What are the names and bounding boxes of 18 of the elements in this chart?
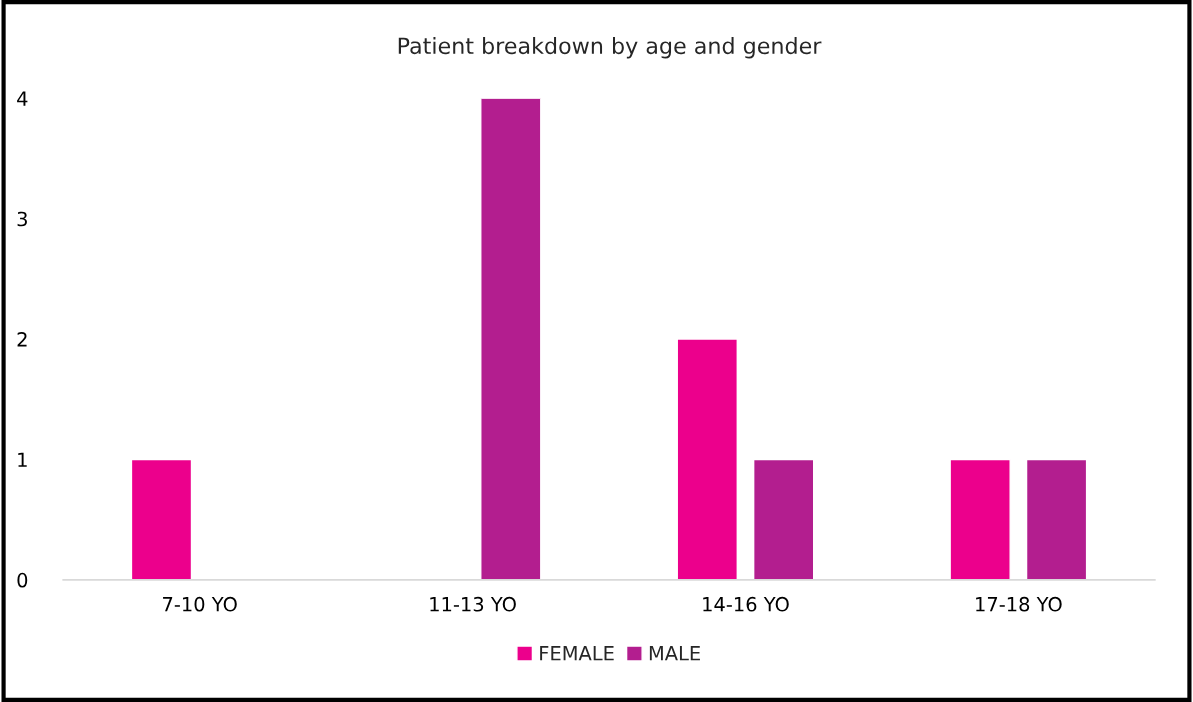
bar	[480, 98, 542, 580]
y-tick-label: 2	[17, 332, 27, 347]
bar	[949, 458, 1011, 580]
y-tick-label: 3	[17, 211, 27, 227]
bar	[676, 338, 738, 580]
x-tick-label: 17-18 YO	[976, 596, 1062, 612]
bar	[752, 458, 815, 580]
y-tick-label: 4	[17, 91, 28, 106]
legend-label: MALE	[649, 646, 700, 661]
y-tick-label: 0	[17, 572, 28, 588]
x-tick-label: 14-16 YO	[703, 596, 789, 612]
bar	[1025, 458, 1088, 580]
chart-title: Patient breakdown by age and gender	[398, 36, 822, 59]
legend-label: FEMALE	[540, 646, 614, 661]
x-tick-label: 7-10 YO	[163, 596, 237, 612]
x-tick-label: 11-13 YO	[430, 596, 516, 612]
bar	[130, 458, 193, 580]
y-tick-label: 1	[18, 452, 27, 467]
